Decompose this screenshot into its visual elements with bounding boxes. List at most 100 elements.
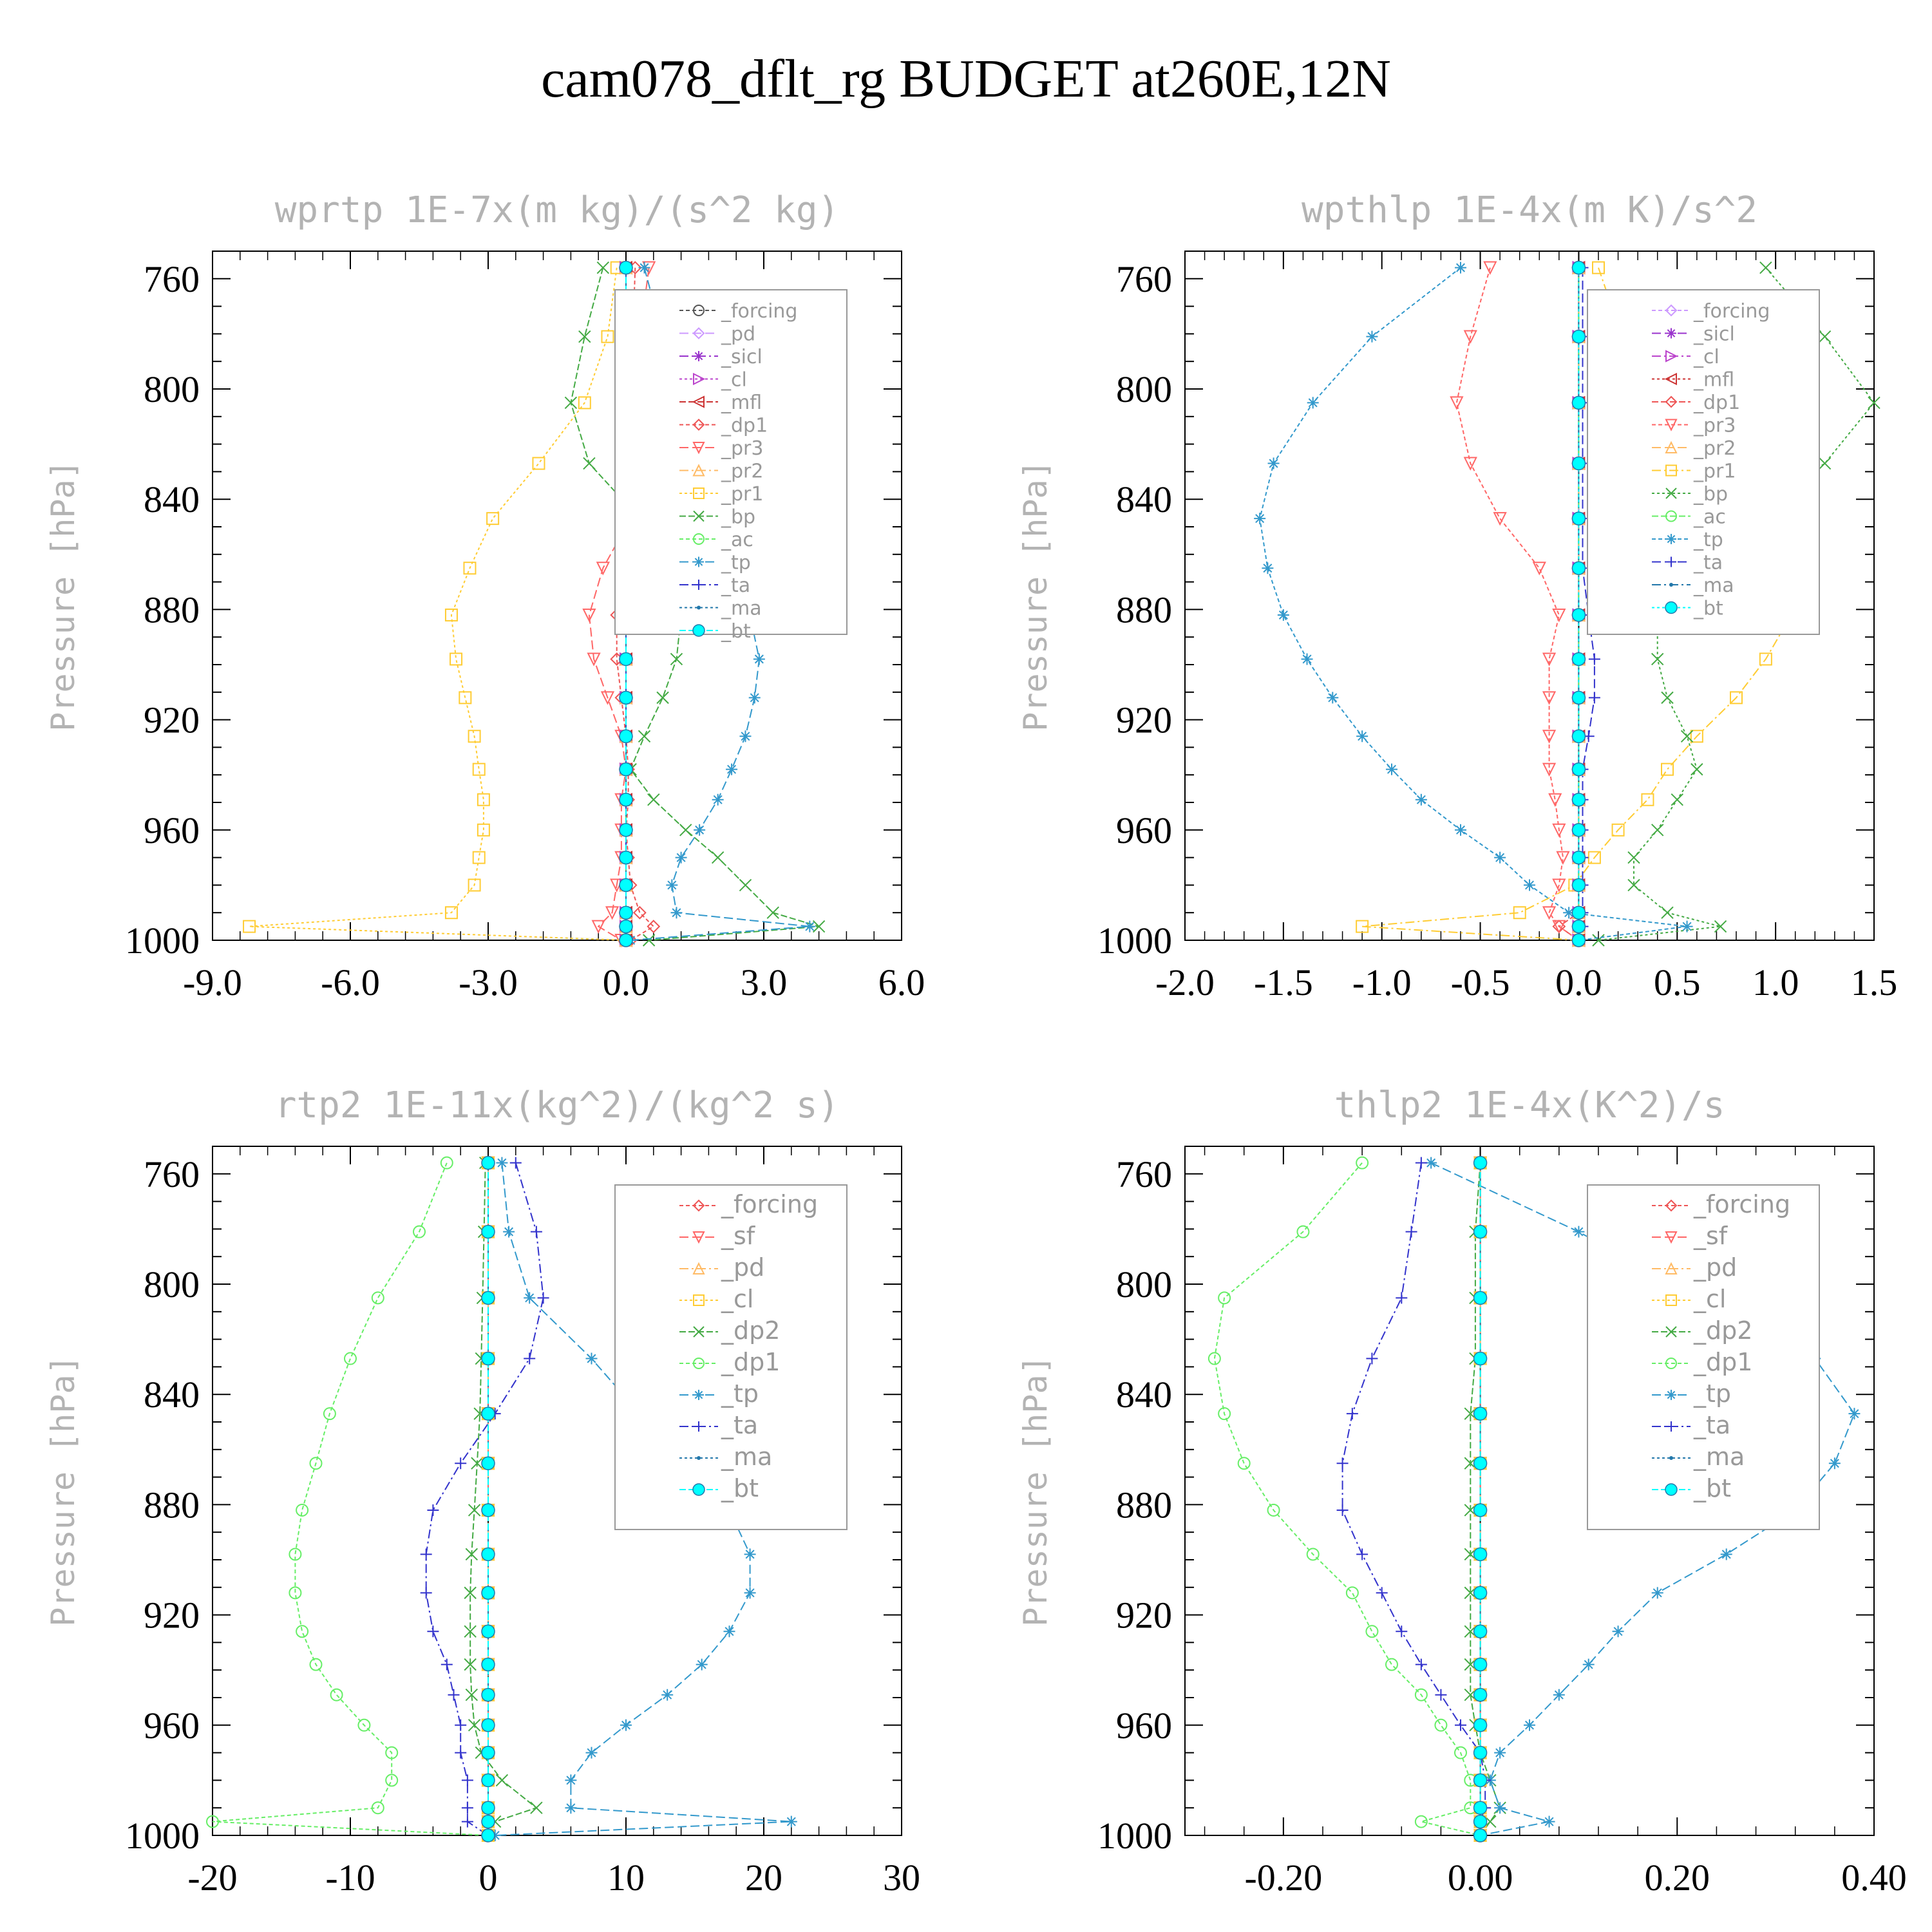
data-point xyxy=(465,1548,478,1561)
data-point xyxy=(1455,1719,1466,1731)
legend-label: _dp1 xyxy=(721,415,768,437)
data-point xyxy=(385,1774,399,1787)
data-point xyxy=(1524,1719,1535,1731)
x-tick-label: -1.0 xyxy=(1352,961,1412,1003)
data-point xyxy=(1552,878,1566,893)
panel-3-legend: _forcing _sf _pd _cl _dp2 _dp1 _tp _ta _ma _bt xyxy=(614,1184,848,1530)
x-tick-label: 0.5 xyxy=(1654,961,1701,1003)
data-point xyxy=(1513,906,1526,920)
data-point xyxy=(503,1226,515,1238)
data-point xyxy=(289,1586,302,1600)
legend-label: _forcing xyxy=(721,300,797,323)
panel-2-legend: _forcing_sicl_cl_mfl_dp1_pr3_pr2_pr1_bp_… xyxy=(1587,289,1820,635)
data-point xyxy=(744,1587,756,1599)
y-tick-label: 960 xyxy=(144,810,200,851)
data-point xyxy=(1473,1503,1488,1517)
data-point xyxy=(1218,1291,1231,1305)
x-tick-label: 6.0 xyxy=(878,961,925,1003)
data-point xyxy=(472,851,486,864)
data-point xyxy=(1571,608,1586,622)
legend-marker xyxy=(692,1262,705,1274)
legend-label: _dp1 xyxy=(1693,1348,1752,1376)
legend-label: _dp2 xyxy=(1693,1316,1752,1345)
data-point xyxy=(1552,608,1566,623)
legend-label: _cl xyxy=(1693,346,1719,368)
series-bt xyxy=(1571,260,1586,947)
y-tick-label: 920 xyxy=(144,1595,200,1636)
x-tick-label: 1.0 xyxy=(1752,961,1799,1003)
data-point xyxy=(1641,793,1654,806)
y-tick-label: 960 xyxy=(1116,1705,1172,1747)
legend-box xyxy=(1587,289,1820,635)
legend-label: _sf xyxy=(1693,1222,1728,1250)
data-point xyxy=(753,653,765,665)
x-tick-label: -2.0 xyxy=(1155,961,1215,1003)
legend-marker xyxy=(697,1456,701,1460)
data-point xyxy=(638,261,650,274)
data-point xyxy=(619,260,633,275)
panel-4-ylabel: Pressure [hPa] xyxy=(1017,1355,1054,1626)
data-point xyxy=(468,730,481,743)
legend-marker xyxy=(1665,1326,1677,1338)
data-point xyxy=(1386,763,1397,775)
y-tick-label: 1000 xyxy=(1097,1815,1172,1857)
data-point xyxy=(1356,730,1368,743)
legend-marker xyxy=(1665,1483,1678,1496)
data-point xyxy=(455,1457,467,1470)
series-dp2 xyxy=(464,1156,543,1842)
x-tick-label: -3.0 xyxy=(459,961,518,1003)
legend-marker xyxy=(1666,556,1676,567)
y-tick-label: 880 xyxy=(144,589,200,630)
panel-1-title: wprtp 1E-7x(m kg)/(s^2 kg) xyxy=(275,189,840,231)
data-point xyxy=(1346,1408,1358,1420)
data-point xyxy=(766,906,779,919)
legend-label: _ac xyxy=(721,529,753,551)
data-point xyxy=(1571,933,1586,947)
legend-marker xyxy=(694,1421,704,1432)
data-point xyxy=(495,1774,509,1787)
legend-marker xyxy=(692,1199,705,1212)
data-point xyxy=(619,690,633,705)
y-tick-label: 800 xyxy=(1116,1264,1172,1305)
data-point xyxy=(463,562,477,575)
data-point xyxy=(619,652,633,667)
legend-label: _sf xyxy=(721,1222,756,1250)
data-point xyxy=(1543,1815,1555,1828)
data-point xyxy=(1415,1658,1427,1671)
series-line xyxy=(1470,1162,1501,1836)
data-point xyxy=(455,1719,467,1731)
data-point xyxy=(296,1625,309,1638)
data-point xyxy=(739,730,752,743)
data-point xyxy=(468,1504,481,1517)
data-point xyxy=(1345,1586,1359,1600)
panel-1-frame xyxy=(212,251,902,941)
legend-marker xyxy=(693,305,705,316)
data-point xyxy=(481,1814,495,1829)
data-point xyxy=(1414,1815,1428,1828)
legend-label: _ma xyxy=(721,1443,772,1471)
data-point xyxy=(785,1815,797,1828)
data-point xyxy=(468,878,481,892)
data-point xyxy=(1582,1658,1595,1671)
panel-3-title: rtp2 1E-11x(kg^2)/(kg^2 s) xyxy=(275,1084,840,1126)
data-point xyxy=(481,1155,495,1170)
legend-label: _ta xyxy=(1693,552,1723,574)
data-point xyxy=(694,824,706,836)
data-point xyxy=(330,1688,343,1701)
y-tick-label: 880 xyxy=(144,1484,200,1526)
legend-marker xyxy=(1665,1358,1677,1369)
x-tick-label: 1.5 xyxy=(1851,961,1898,1003)
data-point xyxy=(1396,1292,1408,1304)
data-point xyxy=(468,1719,481,1732)
data-point xyxy=(1494,1747,1506,1759)
panel-1-ylabel: Pressure [hPa] xyxy=(44,460,82,731)
data-point xyxy=(696,1658,708,1671)
y-tick-label: 840 xyxy=(144,1374,200,1416)
data-point xyxy=(1612,1625,1624,1638)
data-point xyxy=(481,1718,495,1732)
data-point xyxy=(578,330,591,343)
x-tick-label: 20 xyxy=(745,1857,782,1899)
data-point xyxy=(1494,1802,1506,1814)
data-point xyxy=(481,1828,495,1842)
data-point xyxy=(585,1352,598,1365)
